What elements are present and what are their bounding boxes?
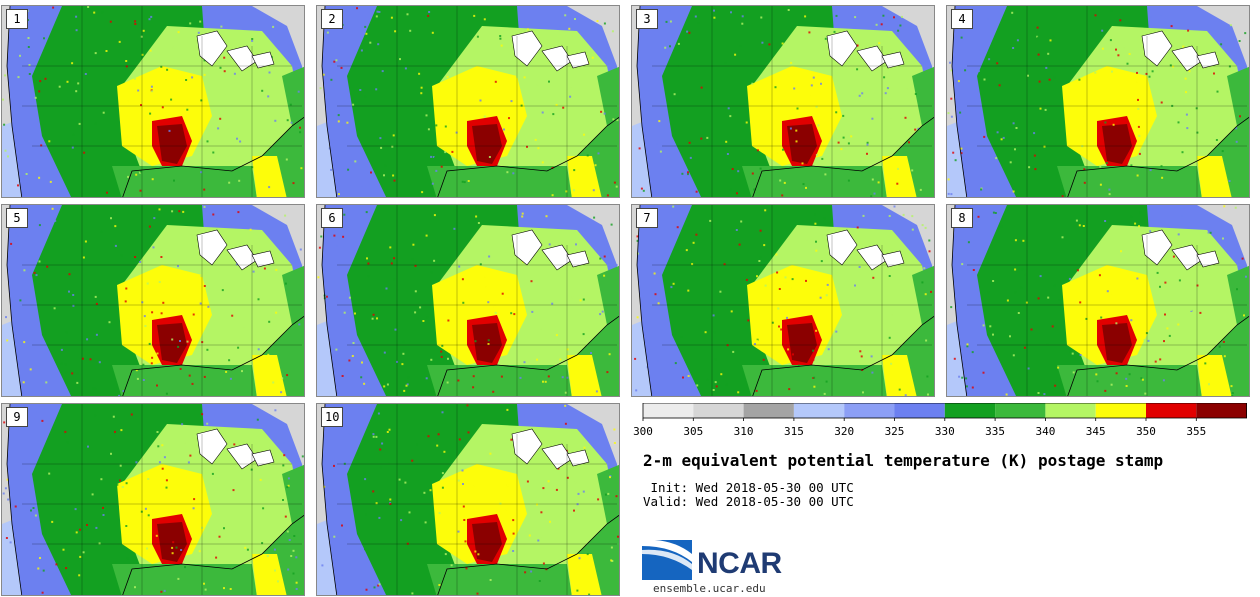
colorbar-tick-label: 310 (734, 425, 754, 438)
member-number-label: 6 (321, 208, 343, 228)
ensemble-member-map: 7 (631, 204, 935, 397)
member-number-label: 7 (636, 208, 658, 228)
colorbar-tick-label: 315 (784, 425, 804, 438)
ensemble-member-map: 8 (946, 204, 1250, 397)
ncar-logo-icon (642, 540, 692, 580)
ncar-logo-text: NCAR (697, 547, 782, 580)
member-number-label: 1 (6, 9, 28, 29)
colorbar-segment (743, 403, 794, 418)
colorbar-tick-label: 355 (1186, 425, 1206, 438)
colorbar-tick-label: 330 (935, 425, 955, 438)
colorbar-segment (1196, 403, 1247, 418)
colorbar-segment (1146, 403, 1197, 418)
colorbar-tick-label: 345 (1086, 425, 1106, 438)
colorbar-tick-label: 305 (683, 425, 703, 438)
ensemble-member-map: 4 (946, 5, 1250, 198)
colorbar-tick-label: 350 (1136, 425, 1156, 438)
colorbar-tick-label: 320 (834, 425, 854, 438)
ensemble-member-map: 2 (316, 5, 620, 198)
member-number-label: 2 (321, 9, 343, 29)
member-number-label: 9 (6, 407, 28, 427)
valid-time: Valid: Wed 2018-05-30 00 UTC (643, 494, 854, 509)
member-number-label: 8 (951, 208, 973, 228)
ensemble-member-map: 10 (316, 403, 620, 596)
ensemble-member-map: 5 (1, 204, 305, 397)
ensemble-member-map: 6 (316, 204, 620, 397)
colorbar-tick-label: 300 (633, 425, 653, 438)
colorbar: 300 305 310 315 320 325 330 335 340 345 350 355 (633, 403, 1247, 438)
member-number-label: 10 (321, 407, 344, 427)
site-url[interactable]: ensemble.ucar.edu (653, 582, 766, 595)
member-number-label: 3 (636, 9, 658, 29)
colorbar-segment (844, 403, 895, 418)
member-number-label: 4 (951, 9, 973, 29)
figure-title: 2-m equivalent potential temperature (K)… (643, 451, 1164, 470)
colorbar-segment (643, 403, 694, 418)
colorbar-segment (944, 403, 996, 418)
colorbar-segment (1045, 403, 1096, 418)
colorbar-tick-label: 325 (885, 425, 905, 438)
colorbar-segment (894, 403, 945, 418)
ensemble-member-map: 1 (1, 5, 305, 198)
colorbar-segment (793, 403, 845, 418)
init-time: Init: Wed 2018-05-30 00 UTC (643, 480, 854, 495)
ensemble-member-map: 3 (631, 5, 935, 198)
member-number-label: 5 (6, 208, 28, 228)
colorbar-segment (693, 403, 744, 418)
colorbar-segment (995, 403, 1046, 418)
colorbar-tick-label: 340 (1035, 425, 1055, 438)
colorbar-tick-label: 335 (985, 425, 1005, 438)
colorbar-segment (1095, 403, 1146, 418)
ensemble-member-map: 9 (1, 403, 305, 596)
